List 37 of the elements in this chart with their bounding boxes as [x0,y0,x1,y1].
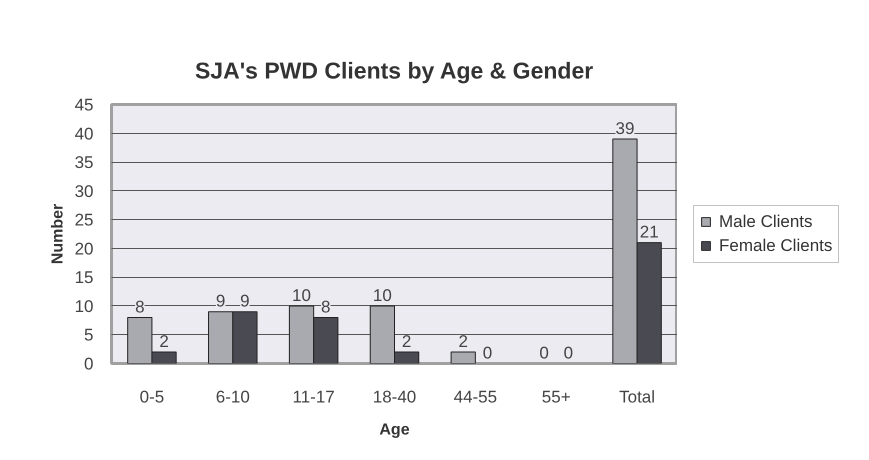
data-label: 2 [159,332,169,351]
y-tick-label: 25 [74,210,94,230]
data-label: 2 [402,332,412,351]
data-label: 8 [321,297,331,316]
y-tick-label: 45 [74,96,94,114]
x-tick-label: 18-40 [372,388,416,406]
legend-label: Female Clients [719,236,832,256]
data-label: 9 [216,292,226,311]
y-tick-label: 15 [74,268,94,288]
data-label: 39 [615,119,634,138]
y-tick-label: 0 [84,354,94,374]
x-tick-label: 11-17 [292,388,335,406]
data-label: 21 [640,222,659,242]
x-tick-label: 0-5 [140,388,164,406]
y-tick-label: 20 [74,239,94,258]
data-label: 2 [458,332,468,351]
y-tick-label: 5 [84,326,94,345]
data-label: 0 [564,344,574,362]
y-tick-label: 10 [74,296,94,316]
x-tick-label: 6-10 [216,388,250,406]
data-label: 0 [539,344,549,362]
legend-label: Male Clients [719,212,813,232]
y-tick-label: 40 [74,124,94,144]
x-tick-label: 44-55 [454,388,498,406]
data-label: 10 [372,286,392,305]
x-axis-title: Age [379,422,410,438]
x-tick-label: 55+ [542,388,571,406]
chart-title: SJA's PWD Clients by Age & Gender [194,58,594,84]
data-label: 9 [240,292,250,311]
data-label: 8 [135,297,145,316]
y-tick-label: 35 [74,153,94,172]
y-axis-title: Number [50,204,67,264]
data-label: 10 [292,286,311,305]
bar [450,351,476,364]
y-tick-label: 30 [74,182,94,201]
x-tick-label: Total [619,388,656,406]
data-label: 0 [482,344,492,362]
